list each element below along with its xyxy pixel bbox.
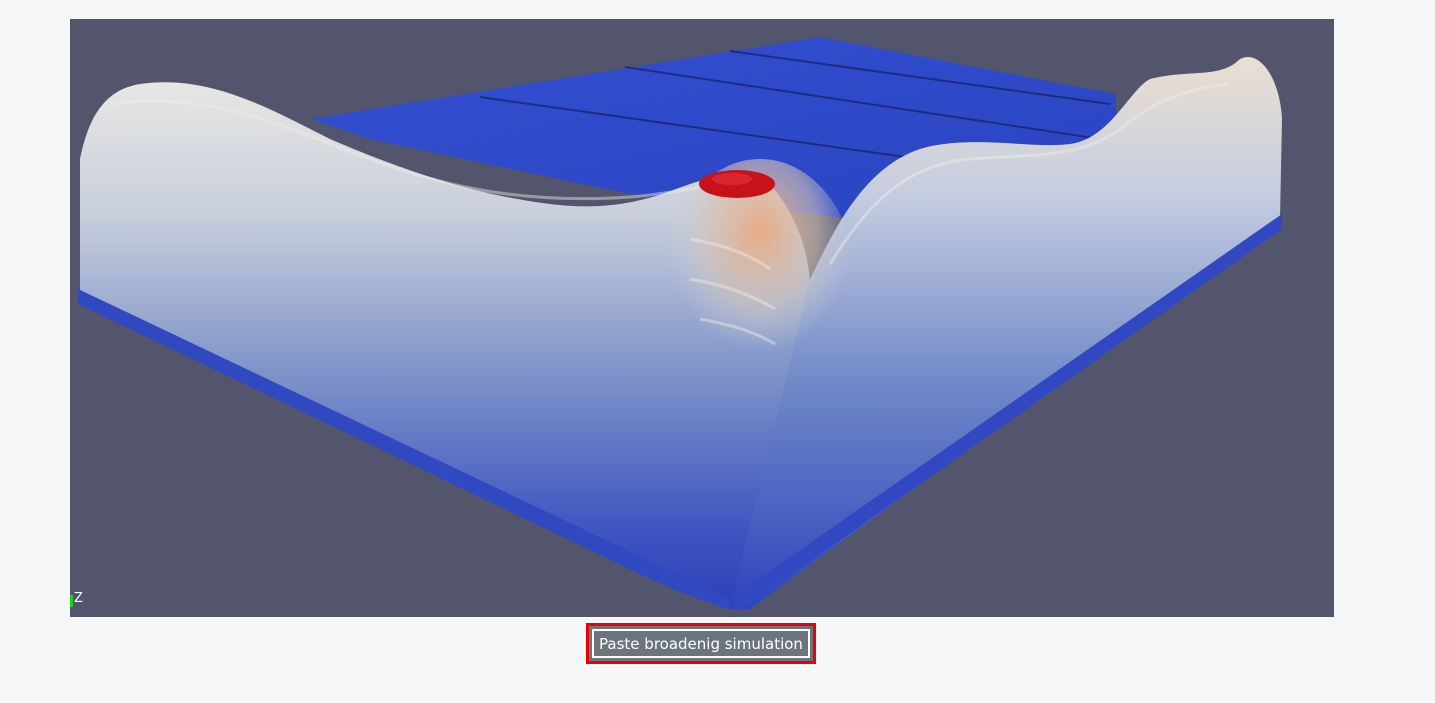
right-wall <box>730 57 1282 610</box>
left-wall <box>80 82 810 610</box>
base-edge-left <box>78 289 730 609</box>
peak-highlight <box>712 173 752 185</box>
paste-broadening-simulation-button-label: Paste broadenig simulation <box>592 629 810 658</box>
ridge-bands <box>109 82 1231 346</box>
simulation-surface-render <box>78 37 1282 611</box>
paste-broadening-simulation-button[interactable]: Paste broadenig simulation <box>586 623 816 664</box>
corner-warm-region <box>665 159 855 399</box>
3d-render-viewport[interactable]: Z <box>70 19 1334 617</box>
z-axis-marker <box>70 595 73 607</box>
base-edge-right <box>730 214 1282 611</box>
z-axis-label: Z <box>74 591 83 606</box>
